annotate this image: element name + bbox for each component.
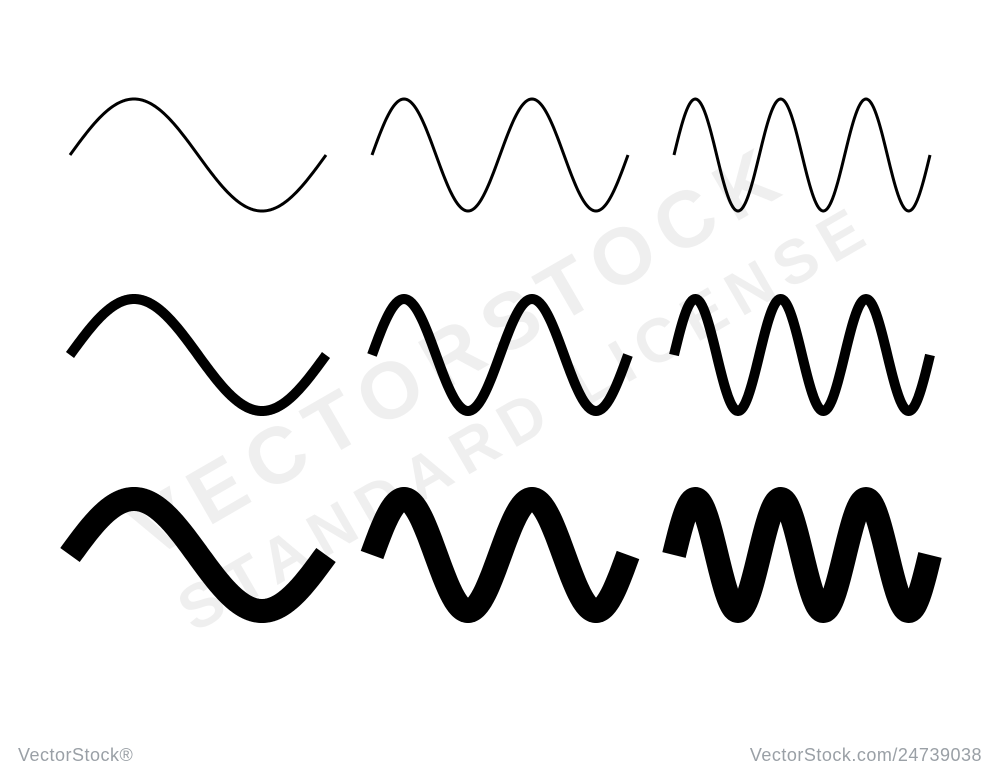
sine-wave-icon (372, 99, 628, 211)
sine-wave-icon (70, 499, 326, 611)
wave-grid (70, 70, 930, 640)
wave-cell-r0-c0 (70, 70, 326, 240)
footer: VectorStock® VectorStock.com/24739038 (0, 745, 1000, 766)
wave-cell-r0-c1 (372, 70, 628, 240)
stock-id: VectorStock.com/24739038 (750, 745, 982, 766)
wave-cell-r2-c1 (372, 470, 628, 640)
wave-cell-r1-c1 (372, 270, 628, 440)
sine-wave-icon (674, 299, 930, 411)
sine-wave-icon (674, 499, 930, 611)
sine-wave-icon (674, 99, 930, 211)
sine-wave-icon (372, 499, 628, 611)
sine-wave-icon (372, 299, 628, 411)
canvas: VECTORSTOCK STANDARD LICENSE VectorStock… (0, 0, 1000, 780)
wave-cell-r0-c2 (674, 70, 930, 240)
brand-label: VectorStock® (18, 745, 133, 766)
wave-cell-r2-c0 (70, 470, 326, 640)
wave-cell-r1-c2 (674, 270, 930, 440)
sine-wave-icon (70, 99, 326, 211)
sine-wave-icon (70, 299, 326, 411)
wave-cell-r1-c0 (70, 270, 326, 440)
wave-cell-r2-c2 (674, 470, 930, 640)
stock-site: VectorStock.com (750, 745, 893, 765)
stock-num: 24739038 (898, 745, 982, 765)
